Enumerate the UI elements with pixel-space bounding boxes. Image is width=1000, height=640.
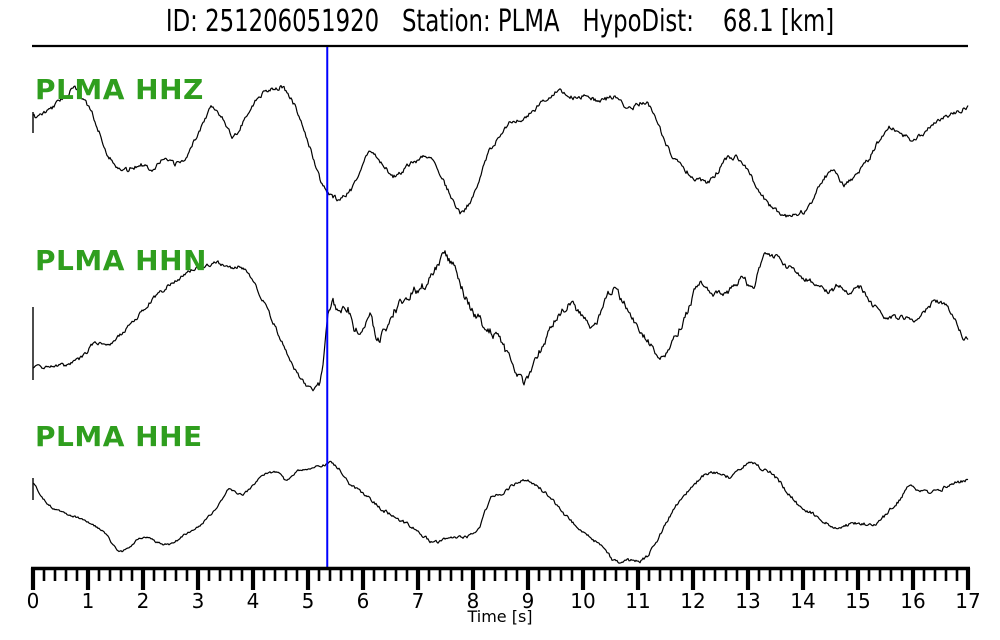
x-tick-label: 12 <box>680 589 705 613</box>
x-tick-label: 6 <box>357 589 370 613</box>
x-tick-label: 17 <box>955 589 980 613</box>
x-tick-label: 10 <box>570 589 595 613</box>
x-tick-label: 3 <box>192 589 205 613</box>
trace-hhz <box>32 84 969 218</box>
x-tick-label: 15 <box>845 589 870 613</box>
x-tick-label: 4 <box>247 589 260 613</box>
x-tick-label: 8 <box>467 589 480 613</box>
trace-label-hhn: PLMA HHN <box>35 244 207 277</box>
x-tick-label: 0 <box>27 589 40 613</box>
x-tick-label: 7 <box>412 589 425 613</box>
x-tick-label: 13 <box>735 589 760 613</box>
x-tick-label: 16 <box>900 589 925 613</box>
x-tick-label: 9 <box>522 589 535 613</box>
x-tick-label: 1 <box>82 589 95 613</box>
x-tick-label: 2 <box>137 589 150 613</box>
trace-hhn <box>32 250 969 392</box>
trace-hhe <box>32 460 969 564</box>
hypodist-text: HypoDist: 68.1 [km] <box>582 4 835 39</box>
trace-label-hhz: PLMA HHZ <box>35 73 204 106</box>
time-axis-label: Time [s] <box>467 607 533 626</box>
event-id-text: ID: 251206051920 <box>165 4 380 39</box>
x-tick-label: 5 <box>302 589 315 613</box>
x-tick-label: 11 <box>625 589 650 613</box>
station-text: Station: PLMA <box>401 4 560 39</box>
plot-title: ID: 251206051920 Station: PLMA HypoDist:… <box>120 5 880 39</box>
x-tick-label: 14 <box>790 589 815 613</box>
trace-label-hhe: PLMA HHE <box>35 420 203 453</box>
